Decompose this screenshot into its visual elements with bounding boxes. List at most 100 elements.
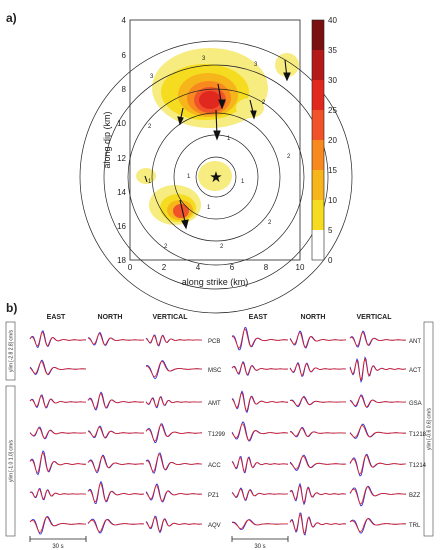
- svg-text:1: 1: [148, 179, 152, 185]
- svg-text:EAST: EAST: [47, 314, 66, 321]
- station-labels-right: ANT ACT GSA T1218 T1214 BZZ TRL: [409, 339, 427, 529]
- waveform-trace: [349, 423, 406, 439]
- waveform-trace: [289, 427, 346, 437]
- waveform-trace: [349, 356, 407, 384]
- waveform-trace: [289, 485, 347, 504]
- waveform-trace: [29, 395, 86, 408]
- rupture-contours: [79, 40, 353, 314]
- svg-text:2: 2: [162, 263, 167, 272]
- waveform-trace: [349, 331, 406, 347]
- waveform-trace: [87, 333, 144, 346]
- svg-text:30: 30: [328, 76, 337, 85]
- waveform-trace: [87, 393, 145, 409]
- slip-vectors: [144, 59, 291, 230]
- waveform-trace: [231, 362, 289, 376]
- svg-text:8: 8: [122, 85, 127, 94]
- slip-blobs: [136, 48, 299, 225]
- waveform-trace: [29, 427, 86, 439]
- waveform-trace: [289, 455, 346, 470]
- waveform-trace: [231, 421, 289, 442]
- svg-text:1: 1: [227, 136, 231, 142]
- station-label: GSA: [409, 401, 422, 407]
- svg-text:25: 25: [328, 106, 337, 115]
- station-label: ACC: [208, 463, 221, 469]
- hypocenter-star-icon: ★: [209, 169, 222, 186]
- svg-text:NORTH: NORTH: [98, 314, 123, 321]
- waveform-trace: [231, 423, 289, 441]
- svg-text:10: 10: [328, 196, 337, 205]
- svg-text:1: 1: [187, 174, 191, 180]
- svg-text:VERTICAL: VERTICAL: [357, 314, 393, 321]
- station-label: T1218: [409, 432, 427, 438]
- svg-text:EAST: EAST: [249, 314, 268, 321]
- waveform-trace: [87, 456, 144, 472]
- svg-text:40: 40: [328, 16, 337, 25]
- svg-text:2: 2: [164, 244, 168, 250]
- waveform-trace: [231, 392, 288, 412]
- map-y-ticks: 4 6 8 10 12 14 16 18: [117, 16, 126, 265]
- waveform-trace: [145, 396, 202, 408]
- svg-text:8: 8: [264, 263, 269, 272]
- waveform-trace: [145, 335, 202, 346]
- waveform-trace: [349, 486, 406, 505]
- waveform-trace: [349, 454, 406, 475]
- svg-text:4: 4: [122, 16, 127, 25]
- waveform-trace: [289, 426, 346, 438]
- map-x-ticks: 0 2 4 6 8 10: [128, 263, 305, 272]
- ylim-left-bottom: ylim [-1.0 1.0] cm/s: [9, 440, 15, 482]
- waveform-trace: [29, 516, 87, 533]
- station-label: ANT: [409, 339, 421, 345]
- station-label: T1214: [409, 463, 427, 469]
- svg-text:6: 6: [122, 51, 127, 60]
- station-label: TRL: [409, 523, 421, 529]
- contour-labels: 3 3 3 2 2 2 2 1 1 1 1 1 2 2: [148, 56, 291, 250]
- waveform-trace: [87, 426, 145, 438]
- map-y-label: along dip (km): [102, 111, 112, 168]
- waveform-trace: [29, 452, 87, 474]
- station-label: BZZ: [409, 493, 421, 499]
- svg-text:20: 20: [328, 136, 337, 145]
- waveform-trace: [349, 357, 407, 382]
- svg-text:NORTH: NORTH: [301, 314, 326, 321]
- svg-text:16: 16: [117, 222, 126, 231]
- svg-text:2: 2: [287, 154, 291, 160]
- waveform-trace: [29, 488, 86, 500]
- waveform-trace: [289, 332, 347, 348]
- station-label: MSC: [208, 368, 222, 374]
- svg-text:0: 0: [328, 256, 333, 265]
- svg-text:10: 10: [117, 119, 126, 128]
- station-label: AMT: [208, 401, 221, 407]
- waveform-trace: [29, 331, 87, 347]
- svg-text:15: 15: [328, 166, 337, 175]
- svg-text:2: 2: [148, 124, 152, 130]
- svg-text:2: 2: [262, 100, 266, 106]
- waveform-trace: [87, 483, 145, 503]
- colorbar: 40 35 30 25 20 15 10 5 0: [311, 16, 337, 265]
- waveform-grid: [29, 327, 407, 536]
- waveform-trace: [231, 519, 288, 530]
- station-label: PCB: [208, 339, 220, 345]
- station-label: PZ1: [208, 493, 220, 499]
- svg-text:35: 35: [328, 46, 337, 55]
- map-x-label: along strike (km): [182, 277, 249, 287]
- svg-text:14: 14: [117, 188, 126, 197]
- panel-b-label: b): [6, 301, 17, 315]
- waveform-trace: [349, 395, 407, 408]
- svg-text:12: 12: [117, 154, 126, 163]
- station-label: ACT: [409, 368, 421, 374]
- scale-label-left: 30 s: [52, 544, 63, 550]
- ylim-left-top: ylim [-2.8 2.8] cm/s: [9, 330, 15, 372]
- svg-text:18: 18: [117, 256, 126, 265]
- waveform-trace: [232, 328, 289, 349]
- scale-label-right: 30 s: [254, 544, 265, 550]
- svg-text:2: 2: [268, 220, 272, 226]
- waveform-trace: [145, 424, 202, 442]
- waveform-trace: [349, 424, 407, 438]
- waveform-trace: [289, 363, 347, 377]
- svg-text:0: 0: [128, 263, 133, 272]
- station-label: T1299: [208, 432, 226, 438]
- waveform-trace: [231, 488, 288, 501]
- station-labels-left: PCB MSC AMT T1299 ACC PZ1 AQV: [208, 339, 226, 529]
- ylim-right: ylim [-0.6 0.6] cm/s: [427, 408, 433, 450]
- svg-text:3: 3: [254, 62, 258, 68]
